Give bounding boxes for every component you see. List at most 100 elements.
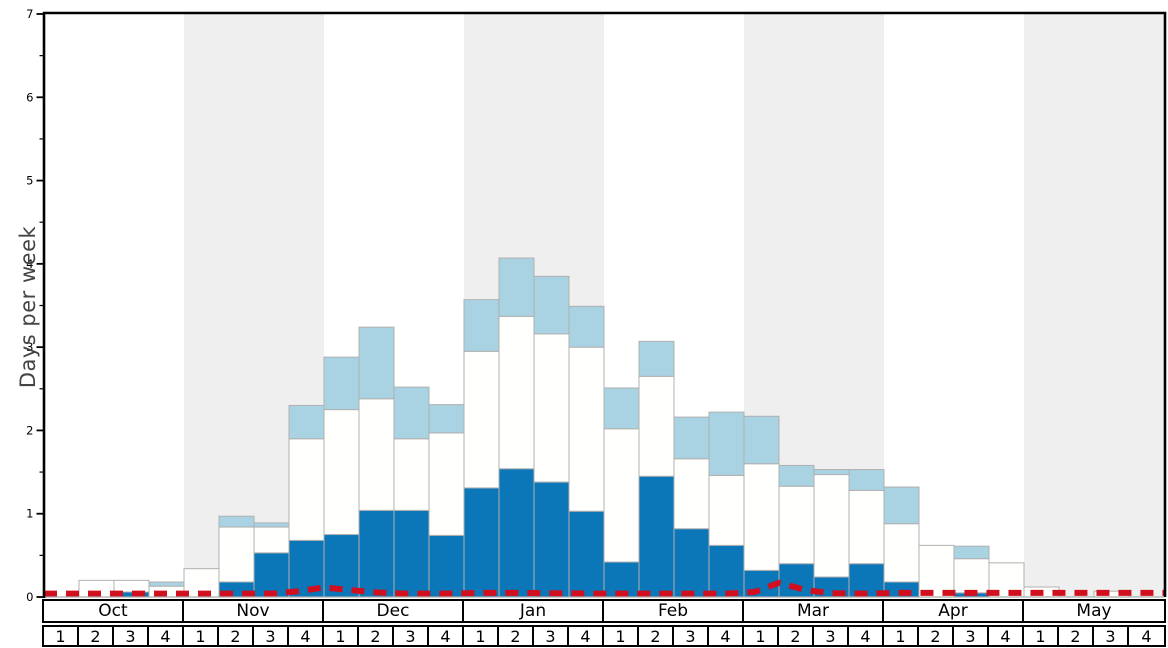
week-cell-jan-4: 4	[569, 627, 604, 646]
week-cell-may-3: 3	[1094, 627, 1129, 646]
bar-feb-3-light-blue-segment	[673, 416, 710, 460]
week-cell-dec-2: 2	[359, 627, 394, 646]
week-cell-nov-3: 3	[254, 627, 289, 646]
week-cell-apr-3: 3	[954, 627, 989, 646]
bar-oct-3-white-segment	[113, 579, 150, 593]
week-cell-oct-1: 1	[44, 627, 79, 646]
week-cell-apr-2: 2	[919, 627, 954, 646]
week-cell-mar-2: 2	[779, 627, 814, 646]
week-cell-mar-4: 4	[849, 627, 884, 646]
y-tick-label-7: 7	[26, 7, 33, 21]
bar-apr-3-white-segment	[953, 558, 990, 594]
bar-jan-2-light-blue-segment	[498, 257, 535, 317]
bar-mar-2-white-segment	[778, 485, 815, 565]
y-tick-label-0: 0	[26, 590, 33, 604]
bar-nov-2-light-blue-segment	[218, 515, 255, 528]
bar-feb-4-white-segment	[708, 474, 745, 546]
bar-dec-4-dark-blue-segment	[428, 534, 465, 598]
y-tick-label-2: 2	[26, 423, 33, 437]
week-cell-may-1: 1	[1024, 627, 1059, 646]
bar-jan-1-dark-blue-segment	[463, 487, 500, 598]
bar-feb-4-light-blue-segment	[708, 411, 745, 476]
month-cell-jan: Jan	[464, 601, 604, 621]
month-cell-feb: Feb	[604, 601, 744, 621]
bar-feb-1-white-segment	[603, 428, 640, 563]
y-tick-label-1: 1	[26, 507, 33, 521]
bar-dec-1-white-segment	[323, 409, 360, 536]
week-cell-mar-1: 1	[744, 627, 779, 646]
bar-mar-2-dark-blue-segment	[778, 563, 815, 598]
week-cell-nov-1: 1	[184, 627, 219, 646]
bar-dec-1-light-blue-segment	[323, 356, 360, 411]
week-cell-dec-1: 1	[324, 627, 359, 646]
bar-feb-1-light-blue-segment	[603, 387, 640, 430]
week-cell-apr-1: 1	[884, 627, 919, 646]
month-cell-mar: Mar	[744, 601, 884, 621]
bar-dec-3-light-blue-segment	[393, 386, 430, 440]
bar-feb-3-dark-blue-segment	[673, 528, 710, 598]
month-cell-nov: Nov	[184, 601, 324, 621]
red-dashed-line	[44, 579, 1164, 597]
bar-mar-4-white-segment	[848, 489, 885, 565]
bar-dec-2-dark-blue-segment	[358, 509, 395, 598]
bar-dec-2-light-blue-segment	[358, 326, 395, 400]
month-cell-dec: Dec	[324, 601, 464, 621]
bar-nov-3-dark-blue-segment	[253, 552, 290, 598]
bar-dec-4-light-blue-segment	[428, 404, 465, 434]
bar-apr-2-white-segment	[918, 544, 955, 598]
bar-jan-3-light-blue-segment	[533, 275, 570, 335]
week-cell-apr-4: 4	[989, 627, 1024, 646]
month-cell-may: May	[1024, 601, 1164, 621]
bar-nov-4-light-blue-segment	[288, 404, 325, 440]
bar-feb-4-dark-blue-segment	[708, 544, 745, 598]
week-cell-mar-3: 3	[814, 627, 849, 646]
bar-dec-3-dark-blue-segment	[393, 509, 430, 598]
week-cell-feb-1: 1	[604, 627, 639, 646]
y-tick-label-3: 3	[26, 340, 33, 354]
week-cell-feb-3: 3	[674, 627, 709, 646]
bar-jan-1-white-segment	[463, 350, 500, 489]
bar-dec-4-white-segment	[428, 432, 465, 536]
bar-dec-2-white-segment	[358, 398, 395, 511]
week-cell-dec-3: 3	[394, 627, 429, 646]
week-cell-oct-4: 4	[149, 627, 184, 646]
bar-nov-2-white-segment	[218, 526, 255, 583]
bar-jan-4-white-segment	[568, 346, 605, 512]
bar-mar-3-light-blue-segment	[813, 469, 850, 476]
bar-mar-4-light-blue-segment	[848, 469, 885, 491]
week-cell-jan-3: 3	[534, 627, 569, 646]
bar-feb-3-white-segment	[673, 458, 710, 530]
month-cell-apr: Apr	[884, 601, 1024, 621]
month-cell-oct: Oct	[44, 601, 184, 621]
week-cell-feb-4: 4	[709, 627, 744, 646]
bar-mar-2-light-blue-segment	[778, 464, 815, 487]
bar-jan-1-light-blue-segment	[463, 299, 500, 352]
bar-jan-2-dark-blue-segment	[498, 468, 535, 598]
week-cell-nov-2: 2	[219, 627, 254, 646]
bar-jan-4-light-blue-segment	[568, 305, 605, 348]
y-tick-label-6: 6	[26, 90, 33, 104]
bar-feb-2-light-blue-segment	[638, 340, 675, 377]
week-cell-oct-2: 2	[79, 627, 114, 646]
y-tick-label-5: 5	[26, 174, 33, 188]
bar-mar-1-light-blue-segment	[743, 415, 780, 465]
bar-dec-3-white-segment	[393, 438, 430, 511]
bar-apr-1-white-segment	[883, 523, 920, 583]
week-cell-may-2: 2	[1059, 627, 1094, 646]
week-cell-oct-3: 3	[114, 627, 149, 646]
week-cell-jan-2: 2	[499, 627, 534, 646]
bar-nov-3-light-blue-segment	[253, 522, 290, 528]
bar-apr-1-light-blue-segment	[883, 486, 920, 525]
bar-nov-4-white-segment	[288, 438, 325, 541]
week-cell-dec-4: 4	[429, 627, 464, 646]
bar-jan-3-dark-blue-segment	[533, 481, 570, 598]
bar-jan-2-white-segment	[498, 315, 535, 470]
bar-jan-4-dark-blue-segment	[568, 510, 605, 598]
bar-jan-3-white-segment	[533, 333, 570, 483]
month-axis-row: Oct Nov Dec Jan Feb Mar Apr May	[42, 599, 1166, 623]
y-tick-label-4: 4	[26, 257, 33, 271]
week-cell-jan-1: 1	[464, 627, 499, 646]
bar-mar-1-white-segment	[743, 463, 780, 571]
